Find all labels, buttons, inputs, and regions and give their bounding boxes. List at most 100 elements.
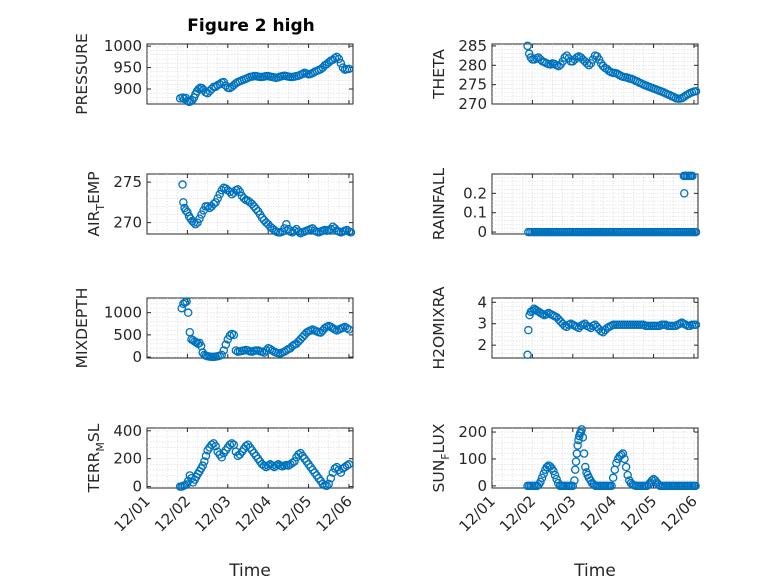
data-point xyxy=(183,308,193,317)
data-point xyxy=(294,450,303,459)
data-point xyxy=(211,441,220,451)
data-point xyxy=(282,220,291,229)
y-axis-label: AIRTEMP xyxy=(85,171,107,236)
y-axis-label: H2OMIXRA xyxy=(430,286,448,369)
data-point xyxy=(330,464,340,473)
subplot-3: 270 275 AIRTEMP xyxy=(85,171,356,238)
data-point xyxy=(523,350,532,360)
data-point xyxy=(219,346,228,355)
data-point xyxy=(537,473,547,483)
y-tick-label: 0 xyxy=(132,348,142,366)
y-axis-label: TERRMSL xyxy=(85,423,107,493)
data-point xyxy=(688,171,697,181)
data-point xyxy=(178,180,187,189)
subplot-1: 900 950 1000 PRESSURE xyxy=(73,33,354,115)
data-point xyxy=(198,461,207,470)
data-point xyxy=(560,53,569,62)
data-point xyxy=(582,59,592,68)
data-point xyxy=(680,189,689,198)
data-point xyxy=(539,469,548,478)
data-point xyxy=(523,41,532,51)
y-axis-label: RAINFALL xyxy=(430,167,448,240)
data-point xyxy=(259,461,269,470)
x-tick-label: 12/05 xyxy=(617,492,660,535)
series-markers xyxy=(177,297,354,362)
data-point xyxy=(338,63,348,72)
data-point xyxy=(578,433,588,442)
series-markers xyxy=(523,425,700,491)
data-point xyxy=(207,84,216,94)
data-point xyxy=(608,473,618,483)
subplot-5: 0 500 1000 MIXDEPTH xyxy=(73,288,354,368)
y-tick-label: 280 xyxy=(458,56,487,74)
data-point xyxy=(209,199,218,209)
grid xyxy=(147,298,353,358)
data-point xyxy=(274,460,283,469)
data-point xyxy=(191,220,200,229)
x-axis-label: Time xyxy=(573,561,616,581)
series-markers xyxy=(178,180,356,238)
x-tick-label: 12/05 xyxy=(272,492,315,535)
data-point xyxy=(235,187,245,197)
data-point xyxy=(584,61,594,70)
subplot-4: 00.1 0.2 RAINFALL xyxy=(430,167,701,241)
axes-frame xyxy=(491,427,699,489)
y-axis-label: PRESSURE xyxy=(73,33,91,115)
series-markers xyxy=(175,439,354,491)
y-tick-label: 200 xyxy=(458,423,487,441)
data-point xyxy=(320,323,329,333)
data-point xyxy=(571,457,581,466)
data-point xyxy=(621,462,631,472)
data-point xyxy=(344,325,354,334)
y-tick-label: 0 xyxy=(132,478,142,496)
x-tick-label: 12/06 xyxy=(312,492,355,535)
data-point xyxy=(290,457,299,466)
y-tick-label: 2 xyxy=(477,336,487,354)
data-point xyxy=(691,227,701,237)
data-point xyxy=(182,297,191,306)
data-point xyxy=(647,476,657,485)
data-point xyxy=(229,330,239,340)
y-tick-label: 200 xyxy=(113,450,142,468)
data-point xyxy=(336,468,346,477)
data-point xyxy=(334,54,344,64)
y-tick-label: 275 xyxy=(113,173,142,191)
data-point xyxy=(263,461,273,470)
x-tick-label: 12/01 xyxy=(111,492,154,535)
data-point xyxy=(326,473,336,483)
y-tick-label: 950 xyxy=(113,59,142,77)
data-point xyxy=(570,476,579,485)
data-point xyxy=(342,461,352,470)
data-point xyxy=(318,479,327,489)
grid xyxy=(147,44,353,104)
x-tick-label: 12/02 xyxy=(496,492,539,535)
data-point xyxy=(581,462,590,472)
x-tick-label: 12/04 xyxy=(577,492,620,535)
data-point xyxy=(326,224,336,234)
data-point xyxy=(324,479,334,489)
y-tick-label: 4 xyxy=(477,293,487,311)
x-tick-label: 12/01 xyxy=(456,492,499,535)
y-tick-label: 0.2 xyxy=(463,184,487,202)
data-point xyxy=(272,461,281,470)
data-point xyxy=(227,439,237,448)
data-point xyxy=(328,323,338,333)
data-point xyxy=(552,474,561,484)
data-point xyxy=(231,346,241,355)
data-point xyxy=(197,210,206,219)
data-point xyxy=(267,461,277,470)
data-point xyxy=(322,481,331,491)
axes-frame xyxy=(491,173,699,235)
data-point xyxy=(568,481,578,491)
data-point xyxy=(691,481,700,491)
x-tick-label: 12/03 xyxy=(536,492,579,535)
data-point xyxy=(577,425,586,434)
data-point xyxy=(612,458,621,468)
data-point xyxy=(623,470,632,480)
x-tick-label: 12/06 xyxy=(657,492,700,535)
data-point xyxy=(344,460,354,469)
data-point xyxy=(344,64,354,74)
data-point xyxy=(215,80,224,89)
series-markers xyxy=(524,171,701,237)
